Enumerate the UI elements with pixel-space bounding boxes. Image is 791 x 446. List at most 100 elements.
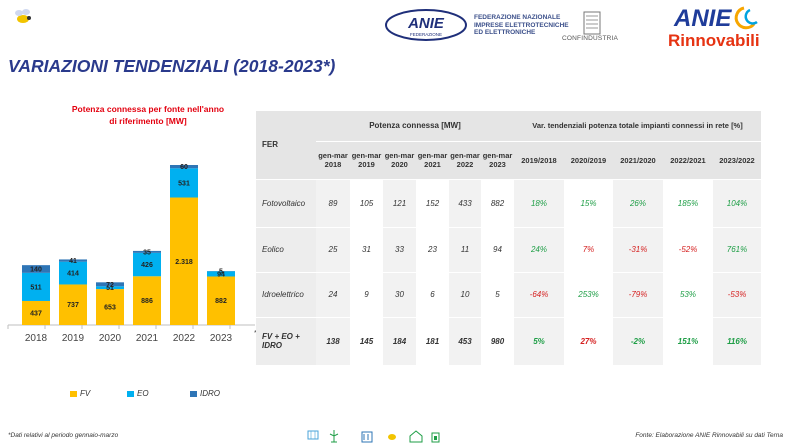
bar-eo bbox=[22, 272, 50, 301]
anie-rinnovabili-logo: ANIE Rinnovabili bbox=[668, 5, 760, 48]
anie-logo: ANIE FEDERAZIONE bbox=[385, 9, 467, 41]
bar-fv bbox=[59, 284, 87, 325]
table-cell-value: 24 bbox=[316, 272, 350, 318]
bar-fv bbox=[22, 300, 50, 325]
wind-turbine-icon bbox=[329, 430, 339, 443]
legend-item-idro: IDRO bbox=[190, 389, 220, 398]
anie-logo-text: ANIE bbox=[407, 15, 445, 32]
footer-note-left: *Dati relativi al periodo gennaio-marzo bbox=[8, 432, 119, 439]
data-label: 426 bbox=[141, 262, 153, 269]
table-cell-variation: -2% bbox=[613, 317, 663, 366]
federation-text: FEDERAZIONE NAZIONALE IMPRESE ELETTROTEC… bbox=[474, 14, 574, 37]
table-header-variazioni: Var. tendenziali potenza totale impianti… bbox=[514, 111, 761, 142]
legend-item-fv: FV bbox=[70, 389, 90, 398]
data-label: 531 bbox=[178, 180, 190, 187]
page-title: VARIAZIONI TENDENZIALI (2018-2023*) bbox=[8, 56, 336, 76]
data-label: 72 bbox=[106, 282, 114, 289]
table-row-label: Fotovoltaico bbox=[256, 179, 316, 228]
data-label: 35 bbox=[143, 249, 151, 256]
federation-line-2: IMPRESE ELETTROTECNICHE bbox=[474, 21, 569, 29]
table-cell-variation: -52% bbox=[663, 227, 713, 273]
table-row: Idroelettrico 24 9 30 6 10 5 -64% 253% -79% 53% -53… bbox=[256, 272, 761, 318]
renewable-icons-strip bbox=[307, 430, 440, 443]
data-label: 51 bbox=[106, 285, 114, 292]
bar-eo bbox=[133, 252, 161, 277]
bar-eo bbox=[207, 271, 235, 277]
legend-swatch-eo bbox=[127, 390, 134, 397]
table-cell-value: 105 bbox=[350, 179, 383, 228]
table-header-var: 2019/2018 bbox=[514, 141, 564, 180]
table-cell-variation: -53% bbox=[713, 272, 761, 318]
table-cell-value: 25 bbox=[316, 227, 350, 273]
table-cell-variation: 104% bbox=[713, 179, 761, 228]
x-tick-label: 2020 bbox=[99, 333, 122, 344]
table-header-year: gen-mar 2020 bbox=[383, 141, 416, 180]
solar-panel-icon bbox=[307, 430, 319, 440]
bar-idro bbox=[133, 250, 161, 253]
battery-icon bbox=[431, 432, 440, 443]
chart-title-line-1: Potenza connessa per fonte nell'anno bbox=[71, 104, 225, 114]
table-cell-variation: 18% bbox=[514, 179, 564, 228]
table-cell-value: 138 bbox=[316, 317, 350, 366]
table-row-label: Idroelettrico bbox=[256, 272, 316, 318]
data-label: 414 bbox=[67, 271, 79, 278]
table-header-fer: FER bbox=[256, 111, 316, 180]
x-tick-label: 2021 bbox=[136, 333, 159, 344]
category-note: * bbox=[254, 330, 257, 337]
table-cell-value: 121 bbox=[383, 179, 416, 228]
table-header-year: gen-mar 2019 bbox=[350, 141, 383, 180]
legend-label-idro: IDRO bbox=[200, 389, 220, 398]
legend-label-fv: FV bbox=[80, 389, 91, 398]
house-icon bbox=[409, 430, 423, 443]
data-label: 60 bbox=[180, 164, 188, 171]
data-label: 882 bbox=[215, 298, 227, 305]
table-cell-variation: 151% bbox=[663, 317, 713, 366]
anie-logo-subtext: FEDERAZIONE bbox=[410, 32, 442, 37]
table-cell-variation: 24% bbox=[514, 227, 564, 273]
table-cell-value: 11 bbox=[449, 227, 481, 273]
table-row-label: FV + EO + IDRO bbox=[256, 317, 316, 366]
table-header-year: gen-mar 2022 bbox=[449, 141, 481, 180]
table-cell-variation: 7% bbox=[564, 227, 613, 273]
table-cell-value: 980 bbox=[481, 317, 514, 366]
table-cell-value: 30 bbox=[383, 272, 416, 318]
table-cell-value: 882 bbox=[481, 179, 514, 228]
table-cell-value: 94 bbox=[481, 227, 514, 273]
table-header-year: gen-mar 2023 bbox=[481, 141, 514, 180]
data-label: 94 bbox=[217, 271, 225, 278]
table-cell-variation: 761% bbox=[713, 227, 761, 273]
table-header-var: 2023/2022 bbox=[713, 141, 761, 180]
bar-fv bbox=[133, 276, 161, 325]
legend-swatch-fv bbox=[70, 390, 77, 397]
rinnovabili-logo-top: ANIE bbox=[673, 5, 732, 32]
table-cell-value: 145 bbox=[350, 317, 383, 366]
bee-logo-icon bbox=[15, 9, 31, 23]
table-header-year: gen-mar 2018 bbox=[316, 141, 350, 180]
table-cell-variation: 53% bbox=[663, 272, 713, 318]
footer-note-right: Fonte: Elaborazione ANIE Rinnovabili su … bbox=[635, 432, 783, 439]
bar-eo bbox=[59, 261, 87, 285]
table-cell-value: 433 bbox=[449, 179, 481, 228]
table-cell-variation: 116% bbox=[713, 317, 761, 366]
x-tick-label: 2019 bbox=[62, 333, 85, 344]
bar-eo bbox=[170, 168, 198, 198]
table-row: Eolico 25 31 33 23 11 94 24% 7% -31% -52% 761% bbox=[256, 227, 761, 273]
table-row: Fotovoltaico 89 105 121 152 433 882 18% 15% 26% 18… bbox=[256, 179, 761, 228]
table-cell-value: 152 bbox=[416, 179, 449, 228]
table-cell-value: 10 bbox=[449, 272, 481, 318]
table-cell-variation: -79% bbox=[613, 272, 663, 318]
table-cell-variation: -31% bbox=[613, 227, 663, 273]
x-tick-label: 2018 bbox=[25, 333, 48, 344]
table-cell-value: 31 bbox=[350, 227, 383, 273]
data-label: 2.318 bbox=[175, 259, 193, 266]
table-cell-value: 9 bbox=[350, 272, 383, 318]
legend-swatch-idro bbox=[190, 390, 197, 397]
table-cell-value: 89 bbox=[316, 179, 350, 228]
data-label: 140 bbox=[30, 267, 42, 274]
table-row-total: FV + EO + IDRO 138 145 184 181 453 980 5% 27% -2% 1… bbox=[256, 317, 761, 366]
table-header-potenza: Potenza connessa [MW] bbox=[316, 111, 514, 142]
bar-idro bbox=[96, 282, 124, 287]
bar-fv bbox=[207, 276, 235, 325]
confindustria-text: CONFINDUSTRIA bbox=[562, 35, 619, 42]
